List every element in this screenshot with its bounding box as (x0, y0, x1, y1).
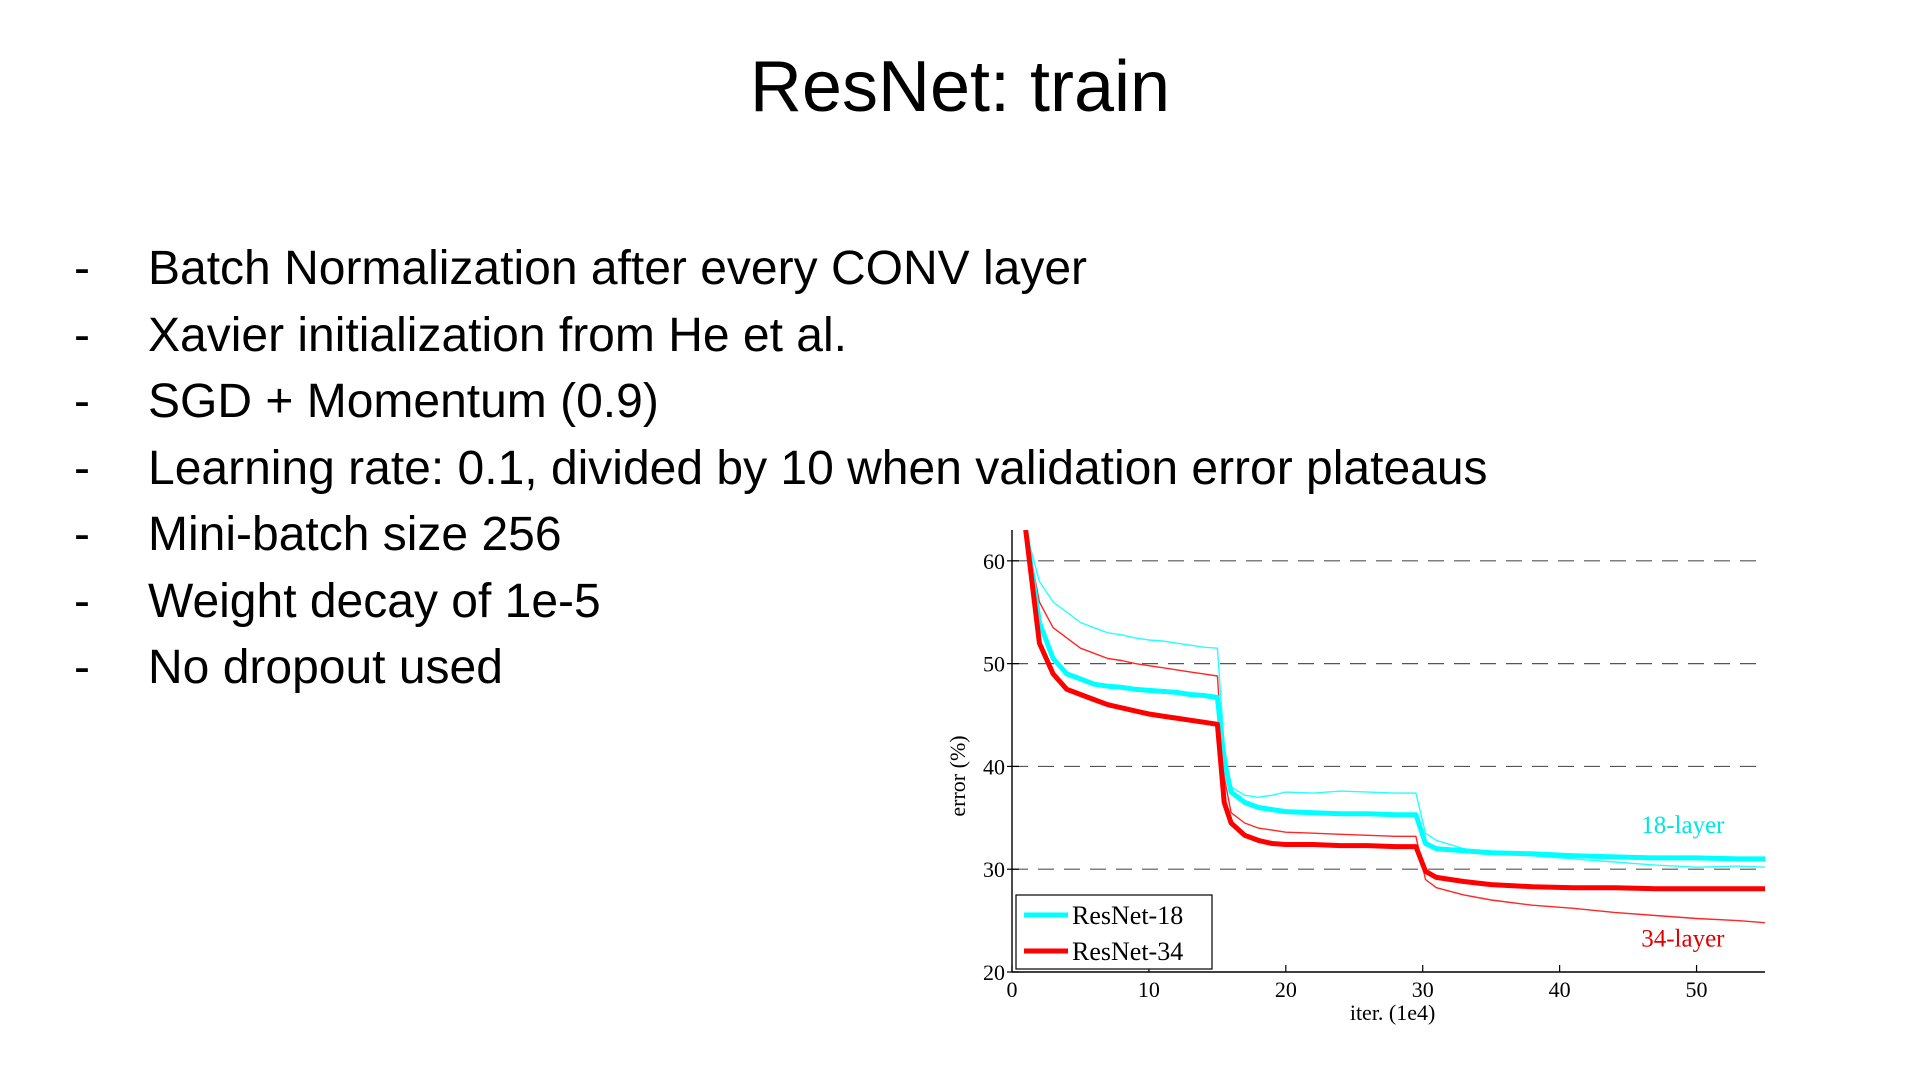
resnet-18-train-line (1023, 530, 1765, 862)
legend-label: ResNet-34 (1072, 937, 1183, 966)
y-tick-label: 40 (983, 754, 1005, 779)
x-tick-label: 50 (1686, 977, 1708, 1002)
slide-title: ResNet: train (749, 47, 1171, 127)
bullet-text: Batch Normalization after every CONV lay… (148, 242, 1087, 295)
y-axis-label: error (%) (945, 735, 970, 816)
bullet-marker: - (74, 508, 90, 561)
x-tick-label: 40 (1549, 977, 1571, 1002)
bullet-text: No dropout used (148, 641, 503, 694)
bullet-list: - Batch Normalization after every CONV la… (74, 236, 1488, 702)
legend-label: ResNet-18 (1072, 901, 1183, 930)
bullet-item: - Mini-batch size 256 (74, 502, 1488, 569)
x-tick-label: 30 (1412, 977, 1434, 1002)
bullet-item: - Weight decay of 1e-5 (74, 569, 1488, 636)
series-annotation: 34-layer (1641, 925, 1725, 952)
series-annotation: 18-layer (1641, 812, 1725, 839)
bullet-text: Mini-batch size 256 (148, 508, 562, 561)
y-tick-label: 60 (983, 549, 1005, 574)
bullet-item: - Learning rate: 0.1, divided by 10 when … (74, 436, 1488, 503)
x-tick-label: 10 (1138, 977, 1160, 1002)
x-axis-label: iter. (1e4) (1350, 1000, 1436, 1025)
bullet-marker: - (74, 308, 90, 362)
bullet-item: - Batch Normalization after every CONV la… (74, 236, 1488, 303)
bullet-text: SGD + Momentum (0.9) (148, 375, 659, 428)
x-tick-label: 0 (1007, 977, 1018, 1002)
bullet-marker: - (74, 574, 90, 628)
bullet-text: Weight decay of 1e-5 (148, 574, 601, 628)
bullet-text: Xavier initialization from He et al. (148, 308, 847, 362)
bullet-marker: - (74, 242, 90, 295)
y-tick-label: 20 (983, 960, 1005, 985)
x-tick-label: 20 (1275, 977, 1297, 1002)
bullet-item: - SGD + Momentum (0.9) (74, 369, 1488, 436)
bullet-marker: - (74, 641, 90, 694)
bullet-marker: - (74, 441, 90, 495)
y-tick-label: 30 (983, 857, 1005, 882)
bullet-item: - Xavier initialization from He et al. (74, 303, 1488, 370)
bullet-text: Learning rate: 0.1, divided by 10 when v… (148, 441, 1488, 495)
validation-val-line (1025, 530, 1765, 924)
bullet-marker: - (74, 375, 90, 428)
bullet-item: - No dropout used (74, 635, 1488, 702)
y-tick-label: 50 (983, 652, 1005, 677)
legend-box (1015, 894, 1213, 970)
resnet-34-train-line (1023, 530, 1765, 892)
